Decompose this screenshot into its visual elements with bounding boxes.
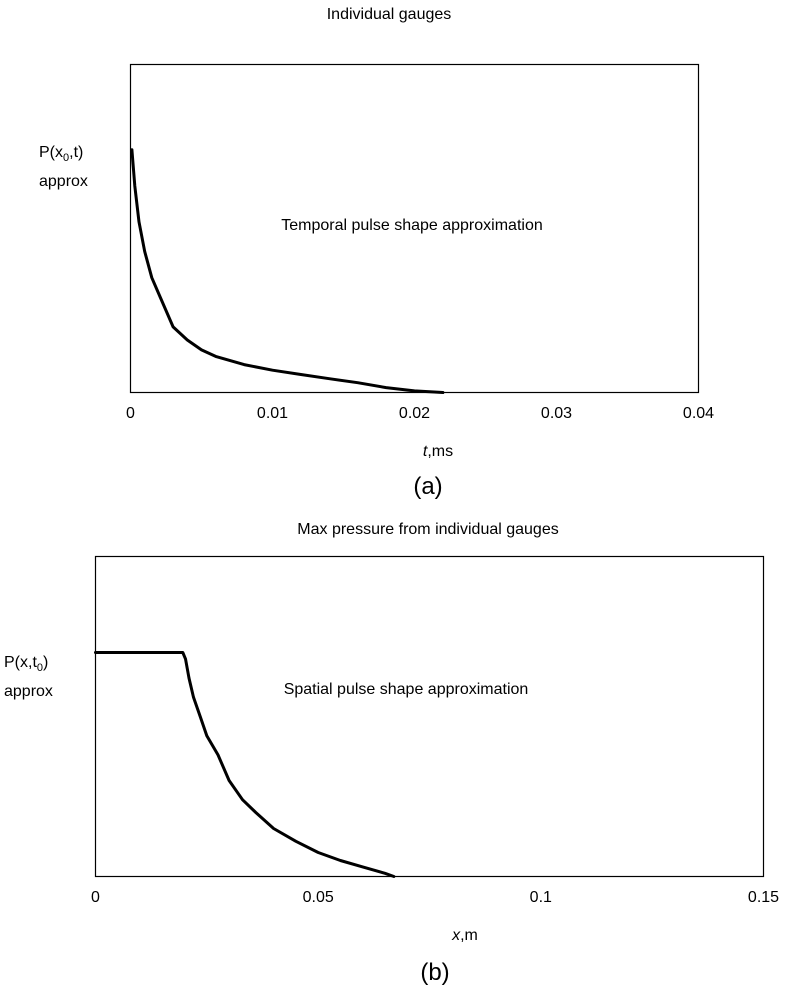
x-tick-label-b-1: 0.05 — [303, 889, 334, 906]
series-line-b — [94, 651, 396, 878]
chart-title-a: Individual gauges — [327, 6, 452, 23]
y-axis-label-a-line2: approx — [39, 173, 88, 190]
y-axis-label-a-pre: P(x — [39, 144, 63, 161]
annotation-b: Spatial pulse shape approximation — [284, 681, 529, 698]
x-axis-label-a-unit: ,ms — [427, 443, 453, 460]
y-axis-label-a-post: ,t) — [69, 144, 83, 161]
panel-a: Individual gauges P(x0,t) approx Tempora… — [39, 6, 714, 500]
plot-frame-a — [129, 63, 700, 394]
x-tick-label-b-0: 0 — [91, 889, 100, 906]
y-axis-label-b-post: ) — [43, 654, 48, 671]
x-tick-label-a-2: 0.02 — [399, 405, 430, 422]
annotation-a: Temporal pulse shape approximation — [281, 217, 542, 234]
y-axis-label-b-line2: approx — [4, 683, 53, 700]
series-line-a — [130, 148, 445, 394]
x-tick-label-a-1: 0.01 — [257, 405, 288, 422]
x-tick-label-a-3: 0.03 — [541, 405, 572, 422]
chart-title-b: Max pressure from individual gauges — [297, 521, 558, 538]
panel-label-b: (b) — [420, 959, 449, 986]
y-axis-label-b-pre: P(x,t — [4, 654, 37, 671]
plot-frame-b — [94, 555, 765, 878]
x-tick-labels-b: 0 0.05 0.1 0.15 — [91, 889, 779, 906]
panel-label-a: (a) — [413, 473, 442, 500]
x-tick-label-b-2: 0.1 — [530, 889, 552, 906]
panel-b: Max pressure from individual gauges P(x,… — [4, 521, 779, 986]
x-tick-label-a-0: 0 — [126, 405, 135, 422]
x-tick-labels-a: 0 0.01 0.02 0.03 0.04 — [126, 405, 714, 422]
x-axis-label-b: x,m — [451, 927, 478, 944]
x-axis-label-a-var: t — [423, 443, 428, 460]
x-axis-label-a: t,ms — [423, 443, 453, 460]
y-axis-label-b-sub: 0 — [37, 662, 43, 674]
y-axis-label-a-sub: 0 — [63, 152, 69, 164]
x-tick-label-a-4: 0.04 — [683, 405, 714, 422]
y-axis-label-b: P(x,t0) — [4, 654, 48, 674]
x-axis-label-b-var: x — [451, 927, 461, 944]
x-axis-label-b-unit: ,m — [460, 927, 478, 944]
x-tick-label-b-3: 0.15 — [748, 889, 779, 906]
y-axis-label-a: P(x0,t) — [39, 144, 83, 164]
